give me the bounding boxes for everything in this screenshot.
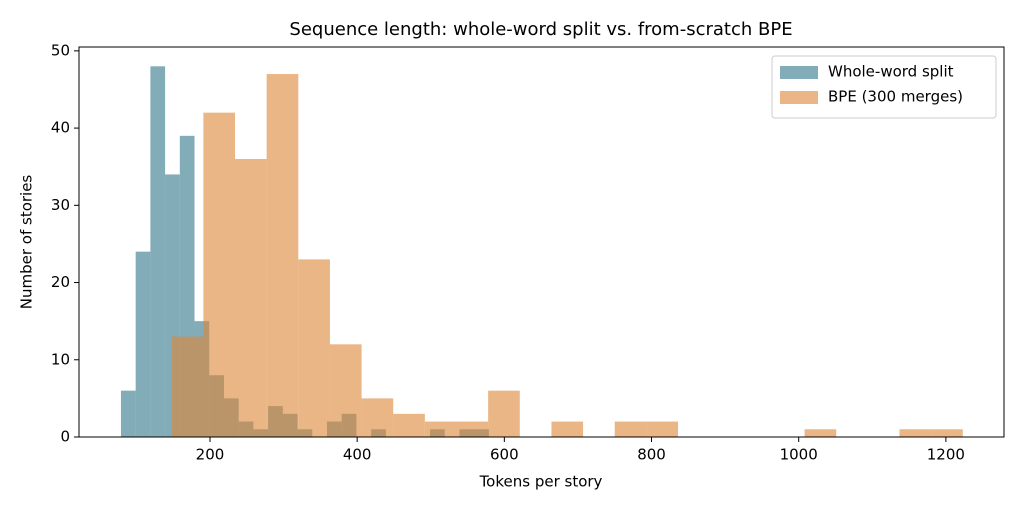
histogram-bar	[488, 390, 520, 437]
histogram-bar	[298, 259, 330, 437]
histogram-bar	[646, 421, 679, 437]
axes-frame	[78, 46, 1005, 438]
legend-label: BPE (300 merges)	[828, 88, 963, 106]
legend-label: Whole-word split	[828, 63, 954, 81]
y-axis-label: Number of stories	[18, 175, 36, 310]
y-tick-label: 20	[51, 273, 70, 291]
histogram-bar	[804, 429, 837, 437]
x-tick-label: 400	[343, 446, 372, 464]
y-tick-label: 50	[51, 41, 70, 59]
x-tick-label: 800	[637, 446, 666, 464]
histogram-bar	[235, 158, 267, 437]
y-tick-label: 10	[51, 350, 70, 368]
histogram-bar	[899, 429, 932, 437]
x-axis-label: Tokens per story	[479, 473, 603, 491]
histogram-bar	[614, 421, 647, 437]
x-tick-label: 600	[490, 446, 519, 464]
y-tick-label: 30	[51, 196, 70, 214]
histogram-bar	[931, 429, 963, 437]
histogram-bar	[329, 344, 362, 437]
histogram-bar	[171, 336, 204, 437]
histogram-bar	[361, 398, 394, 437]
x-tick-label: 1000	[780, 446, 818, 464]
histogram-bar	[551, 421, 584, 437]
histogram-bar	[393, 413, 425, 437]
chart-title: Sequence length: whole-word split vs. fr…	[289, 19, 792, 40]
histogram-bar	[135, 251, 151, 437]
y-tick-label: 40	[51, 119, 70, 137]
histogram-bar	[266, 74, 299, 438]
histogram-bar	[456, 421, 489, 437]
x-tick-label: 200	[196, 446, 225, 464]
legend-swatch	[780, 66, 818, 79]
histogram-bar	[150, 66, 166, 437]
histogram-bar	[120, 390, 136, 437]
y-tick-label: 0	[60, 428, 70, 446]
x-tick-label: 1200	[927, 446, 965, 464]
histogram-bar	[203, 112, 236, 438]
plot-area	[120, 66, 963, 438]
legend-swatch	[780, 91, 818, 104]
legend-box	[771, 55, 997, 119]
histogram-bar	[424, 421, 457, 437]
